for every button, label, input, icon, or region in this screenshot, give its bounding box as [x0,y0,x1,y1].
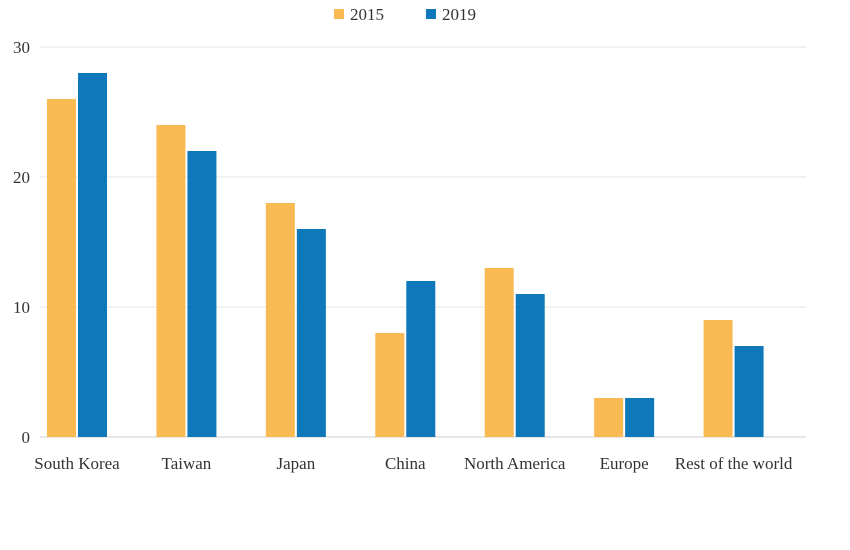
bar-2015-south-korea [47,99,76,437]
bar-2019-china [406,281,436,437]
bar-2019-rest-of-the-world [734,346,764,437]
legend-swatch-2015 [334,9,344,19]
bars [47,73,764,437]
y-axis-ticks: 0 10 20 30 [13,38,30,447]
x-axis-categories: South Korea Taiwan Japan China North America… [34,454,793,473]
x-category-label: Taiwan [162,454,212,473]
bar-2019-south-korea [78,73,107,437]
legend-swatch-2019 [426,9,436,19]
legend-label-2015: 2015 [350,5,384,24]
y-tick-label: 30 [13,38,30,57]
x-category-label: Rest of the world [675,454,793,473]
bar-2019-europe [625,398,655,437]
bar-2015-japan [265,203,295,437]
x-category-label: Europe [600,454,649,473]
y-tick-label: 10 [13,298,30,317]
bar-2015-europe [594,398,624,437]
y-tick-label: 20 [13,168,30,187]
bar-2019-taiwan [187,151,217,437]
x-category-label: North America [464,454,566,473]
bar-2015-taiwan [156,125,186,437]
bar-2015-rest-of-the-world [703,320,733,437]
bar-2015-china [375,333,405,437]
legend: 2015 2019 [334,5,476,24]
y-tick-label: 0 [22,428,31,447]
bar-2015-north-america [484,268,514,437]
bar-2019-north-america [515,294,545,437]
x-category-label: China [385,454,426,473]
x-category-label: South Korea [34,454,120,473]
legend-label-2019: 2019 [442,5,476,24]
x-category-label: Japan [276,454,315,473]
bar-2019-japan [296,229,326,437]
